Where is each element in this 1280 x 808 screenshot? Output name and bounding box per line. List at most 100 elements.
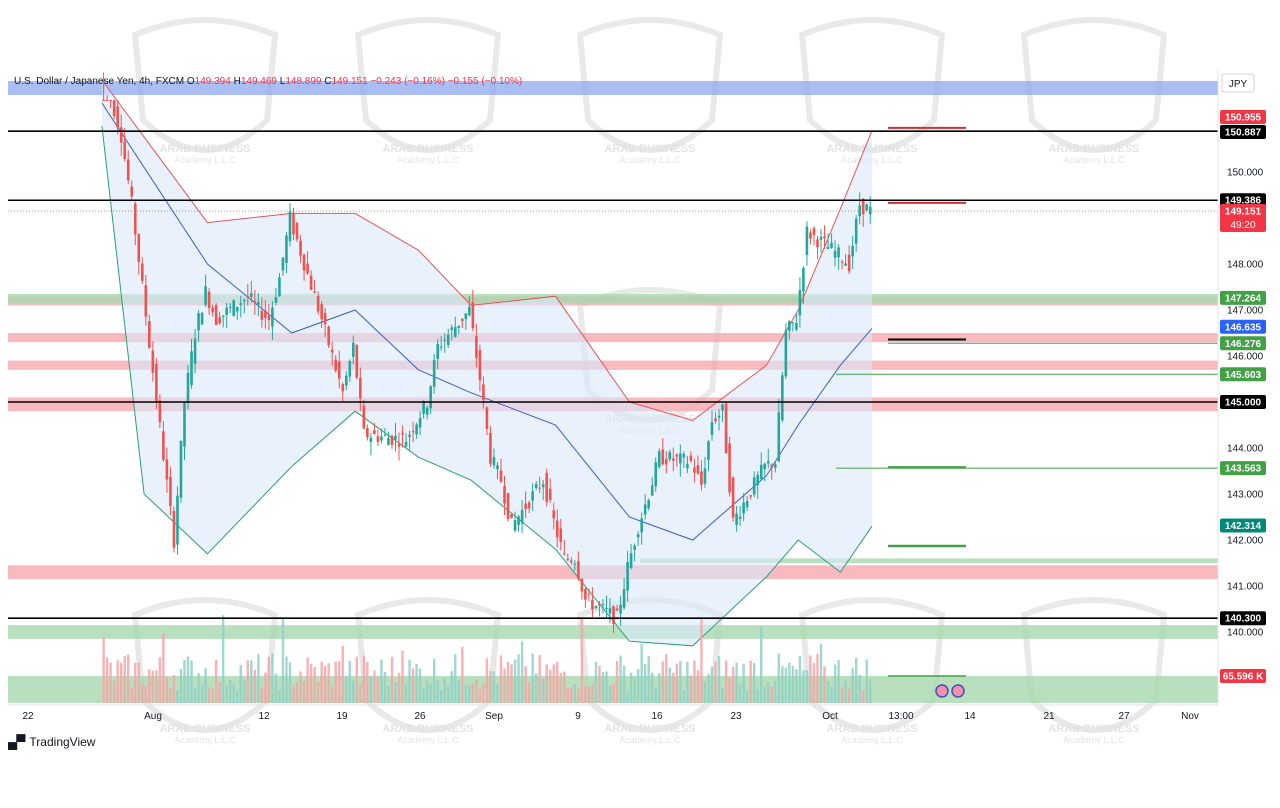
candle-body [207,291,211,309]
candle-body [439,346,443,348]
candle [759,452,763,481]
candle-body [292,212,295,235]
candle [538,476,541,494]
candle-body [302,254,306,271]
candle-body [858,205,861,217]
candle [323,307,327,338]
candle [214,303,218,326]
candle-body [612,606,615,625]
volume-bar [141,682,144,703]
price-tick-label: 150.000 [1227,168,1264,179]
candle-body [373,430,376,434]
candle-body [784,330,788,377]
price-tick-label: 140.000 [1227,628,1264,639]
candle [183,401,186,461]
volume-bar [292,685,295,703]
volume-bar [492,671,496,703]
time-tick-label: Oct [822,711,838,722]
candle [246,283,250,306]
volume-bar [686,661,689,703]
candle [366,424,369,441]
candle [126,150,130,185]
volume-bar [633,676,636,703]
price-label-box [1220,193,1266,208]
volume-bar [236,690,239,703]
candle [355,343,359,380]
candle-body [422,400,425,414]
us-event-flag-icon[interactable] [951,684,965,698]
candle [155,357,158,410]
volume-bar [760,626,763,703]
volume-bar [334,661,337,703]
volume-bar [211,688,214,703]
volume-bar [665,654,668,703]
price-label-text: 150.887 [1225,128,1262,139]
volume-bar [675,663,679,703]
candle [485,406,489,436]
candle-body [179,440,183,498]
volume-bar [119,662,123,703]
volume-bar [432,658,436,703]
candle-body [538,487,541,489]
volume-bar [556,661,559,703]
candle-body [418,418,422,428]
price-tick-label: 147.000 [1227,306,1264,317]
candle [292,207,295,241]
candle [116,100,119,135]
volume-bar [862,690,865,703]
candle-body [404,441,408,447]
watermark-text: ARAB BUSINESS [382,723,473,735]
close-value: 149.151 [331,76,368,87]
candle [140,257,144,285]
volume-bar [735,662,738,703]
us-event-flag-icon[interactable] [935,684,949,698]
candle [471,289,475,332]
candle-body [239,303,243,305]
candle [587,588,591,602]
candle-body [812,228,816,236]
volume-bar [788,662,791,703]
volume-bar [105,657,109,703]
candle [837,244,840,270]
time-tick-label: 9 [575,711,581,722]
price-label-black: 150.887 [1220,125,1266,139]
volume-bar [608,685,612,703]
volume-bar [745,690,749,703]
candle [847,245,851,275]
candle-body [819,236,823,240]
volume-bar [643,664,647,703]
candle [816,235,819,260]
volume-bar [742,663,745,703]
price-label-text: 149.151 [1225,207,1262,218]
candle-body [214,305,218,326]
volume-bar [464,684,468,703]
candle-body [162,431,165,460]
candle-body [232,300,236,316]
volume-bar [798,655,802,703]
volume-bar [598,665,601,703]
candle [686,455,689,474]
volume-bar [165,677,169,703]
candle-body [468,306,471,316]
candle [805,221,809,266]
candle [640,512,643,545]
tradingview-brand[interactable]: ▄▀ TradingView [8,734,95,749]
candle-body [844,263,847,266]
candle [169,466,172,515]
candle [721,403,724,422]
candle [555,509,559,548]
candle [151,341,155,382]
volume-bar [517,654,520,703]
candle-body [696,465,700,474]
volume-bar [190,660,193,703]
candle-body [640,518,643,533]
currency-box[interactable] [1221,73,1255,93]
candle [369,432,373,456]
candle [341,382,345,402]
candle-body [805,226,809,255]
candle [450,324,454,341]
candle-body [288,211,292,242]
low-value: 148.899 [285,76,322,87]
candle [225,303,228,328]
